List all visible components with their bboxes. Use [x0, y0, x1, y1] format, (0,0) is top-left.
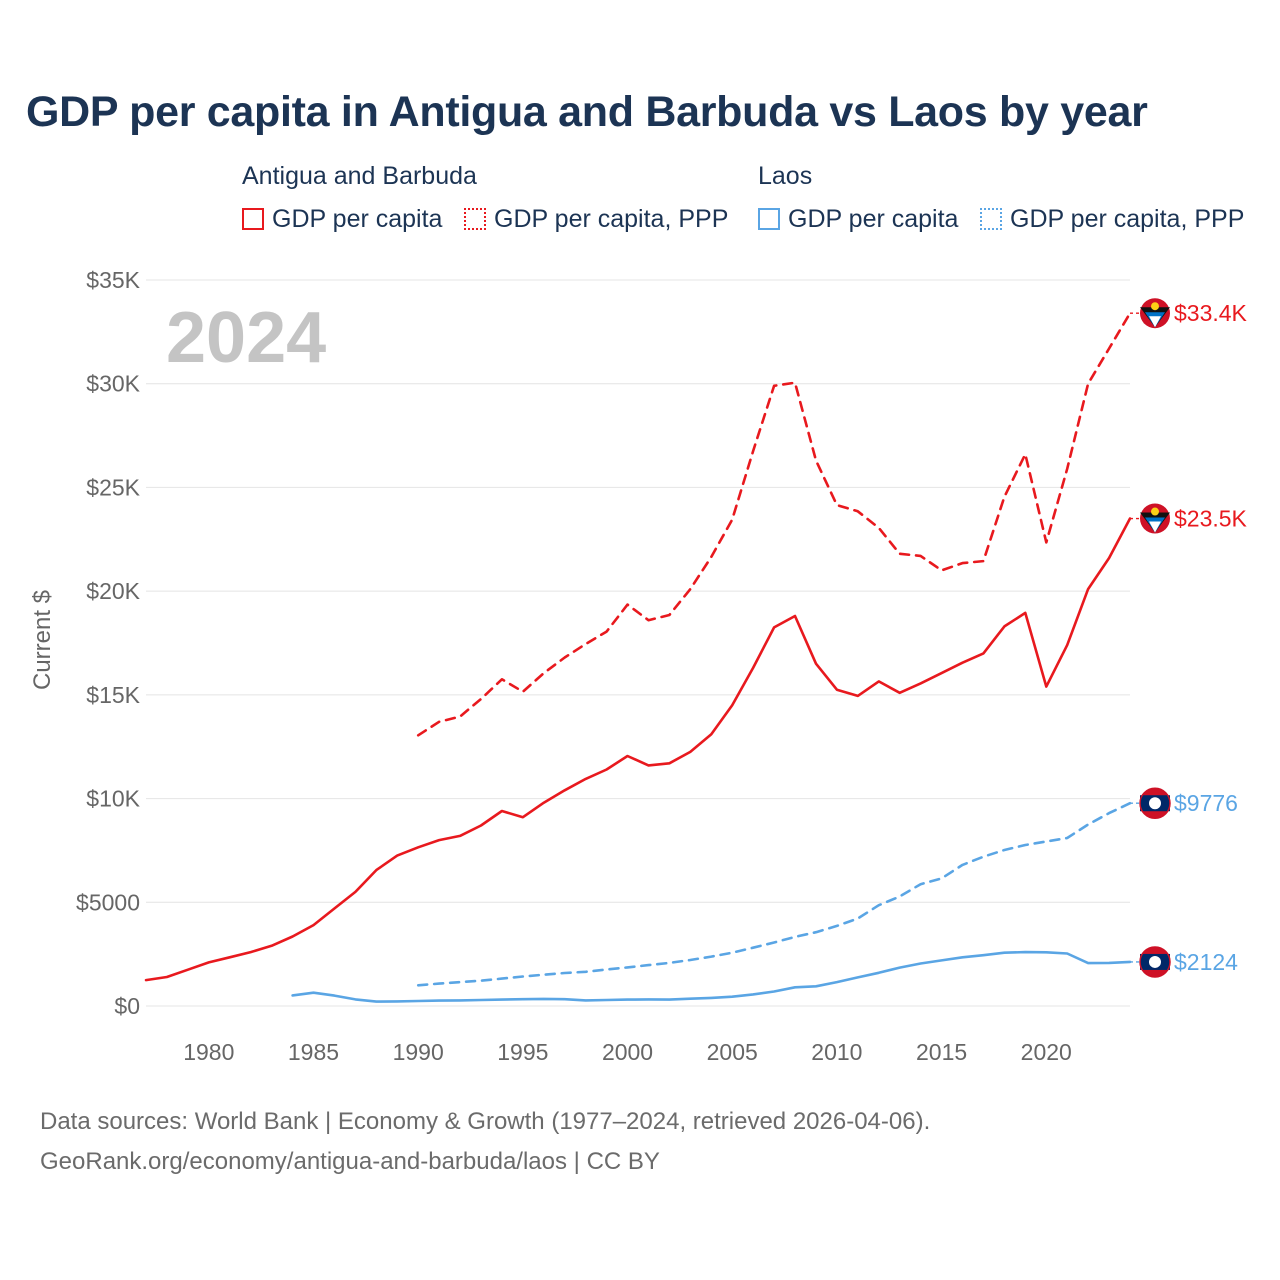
flag-laos-disc	[1149, 955, 1161, 968]
end-value-label: $9776	[1174, 790, 1238, 816]
y-tick-label: $0	[114, 993, 140, 1019]
legend-group-laos: Laos	[758, 162, 813, 190]
flag-antigua-sun	[1151, 302, 1159, 311]
end-value-label: $2124	[1174, 949, 1238, 975]
y-tick-label: $5000	[76, 889, 140, 915]
legend-label: GDP per capita	[272, 204, 443, 233]
y-tick-label: $20K	[86, 578, 140, 604]
flag-badge	[1139, 787, 1171, 819]
flag-laos-rim	[1139, 946, 1171, 978]
y-tick-label: $30K	[86, 371, 140, 397]
legend-swatch-antigua-solid	[242, 208, 264, 230]
x-tick-label: 2010	[811, 1039, 862, 1065]
flag-antigua-sun	[1151, 507, 1159, 516]
series-line-0	[144, 517, 1132, 982]
legend-item-antigua-gdp[interactable]: GDP per capita	[242, 204, 442, 234]
x-tick-label: 1990	[393, 1039, 444, 1065]
y-axis-label: Current $	[29, 590, 56, 690]
series-line-3	[416, 801, 1132, 987]
legend-label: GDP per capita	[788, 204, 959, 233]
x-tick-label: 1995	[497, 1039, 548, 1065]
x-tick-label: 1985	[288, 1039, 339, 1065]
x-tick-label: 2015	[916, 1039, 967, 1065]
flag-badge	[1140, 503, 1170, 534]
legend-group-antigua: Antigua and Barbuda	[242, 162, 477, 190]
x-tick-label: 1980	[183, 1039, 234, 1065]
year-watermark: 2024	[166, 298, 326, 378]
chart-title: GDP per capita in Antigua and Barbuda vs…	[26, 88, 1148, 136]
legend-item-antigua-ppp[interactable]: GDP per capita, PPP	[464, 204, 728, 234]
y-tick-label: $35K	[86, 267, 140, 293]
legend-swatch-laos-solid	[758, 208, 780, 230]
end-value-label: $33.4K	[1174, 300, 1248, 326]
legend-item-laos-gdp[interactable]: GDP per capita	[758, 204, 958, 234]
y-tick-label: $25K	[86, 474, 140, 500]
end-value-label: $23.5K	[1174, 506, 1248, 532]
legend-item-laos-ppp[interactable]: GDP per capita, PPP	[980, 204, 1244, 234]
series-line-2	[291, 950, 1132, 1003]
footer-sources: Data sources: World Bank | Economy & Gro…	[40, 1108, 931, 1135]
flag-badge	[1139, 946, 1171, 978]
flag-laos-rim	[1139, 787, 1171, 819]
x-tick-label: 2005	[707, 1039, 758, 1065]
legend-swatch-antigua-dotted	[464, 208, 486, 230]
y-tick-label: $15K	[86, 682, 140, 708]
flag-laos-disc	[1149, 797, 1161, 810]
flag-badge	[1140, 298, 1170, 329]
legend-label: GDP per capita, PPP	[1010, 204, 1245, 233]
flag-antigua-white	[1149, 521, 1161, 533]
y-tick-label: $10K	[86, 786, 140, 812]
flag-antigua-white	[1149, 316, 1161, 328]
x-tick-label: 2020	[1021, 1039, 1072, 1065]
footer-url[interactable]: GeoRank.org/economy/antigua-and-barbuda/…	[40, 1148, 660, 1175]
x-tick-label: 2000	[602, 1039, 653, 1065]
legend-swatch-laos-dotted	[980, 208, 1002, 230]
legend-label: GDP per capita, PPP	[494, 204, 729, 233]
series-line-1	[416, 311, 1132, 737]
